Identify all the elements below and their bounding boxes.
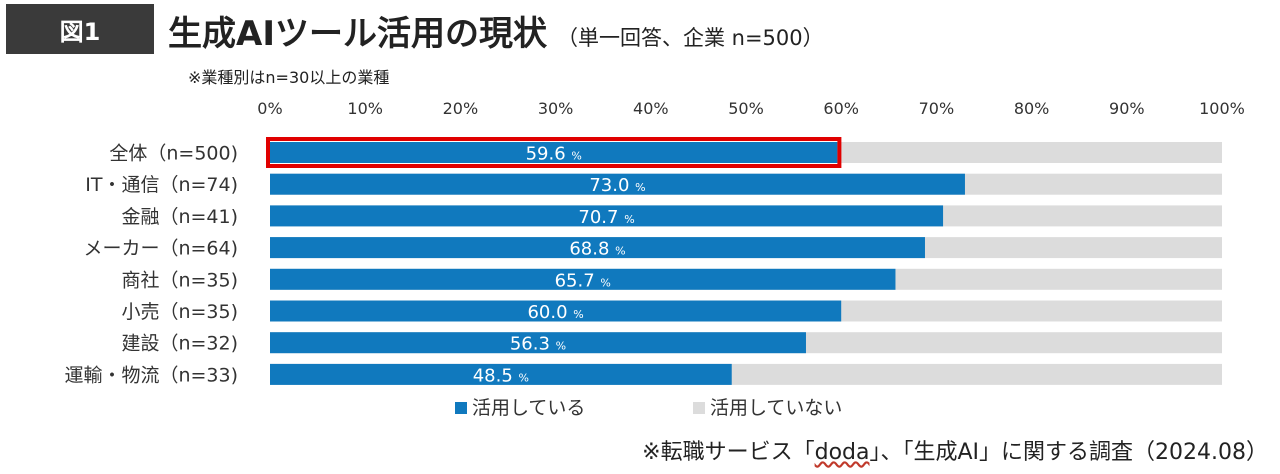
figure-label: 図1 [6, 4, 154, 54]
source-service: doda [814, 440, 870, 465]
x-tick-label: 40% [633, 99, 669, 118]
bar-used [270, 142, 838, 163]
x-tick-label: 90% [1109, 99, 1145, 118]
chart-subtitle: （単一回答、企業 n=500） [556, 26, 824, 50]
x-tick-label: 100% [1199, 99, 1245, 118]
data-label: 65.7 % [555, 270, 611, 291]
category-label: 全体（n=500) [109, 143, 238, 165]
source-note: ※転職サービス「doda」、「生成AI」に関する調査（2024.08） [642, 434, 1268, 466]
legend-swatch-used [455, 402, 467, 414]
x-tick-label: 80% [1014, 99, 1050, 118]
industry-note: ※業種別はn=30以上の業種 [188, 68, 390, 87]
x-tick-label: 50% [728, 99, 764, 118]
category-label: 金融（n=41) [121, 206, 238, 228]
bar-used [270, 332, 806, 354]
legend-label-not-used: 活用していない [710, 397, 842, 419]
bar-used [270, 300, 842, 322]
category-label: IT・通信（n=74) [85, 174, 238, 196]
bar-used [270, 363, 732, 385]
category-label: 商社（n=35) [121, 269, 238, 291]
source-suffix: 」、「生成AI」に関する調査（2024.08） [869, 440, 1268, 465]
x-tick-label: 30% [538, 99, 574, 118]
legend-label-used: 活用している [472, 397, 585, 419]
data-label: 60.0 % [527, 302, 583, 323]
category-label: 建設（n=32) [121, 333, 238, 355]
category-label: 運輸・物流（n=33) [64, 364, 238, 386]
x-tick-label: 10% [347, 99, 383, 118]
category-label: メーカー（n=64) [83, 238, 238, 260]
data-label: 48.5 % [473, 365, 529, 386]
data-label: 59.6 % [526, 144, 582, 165]
source-prefix: ※転職サービス「 [642, 440, 815, 465]
bar-used [270, 237, 925, 259]
category-label: 小売（n=35) [121, 301, 238, 323]
legend-swatch-not-used [693, 402, 705, 414]
bar-used [270, 205, 944, 227]
title-row: 生成AIツール活用の現状 （単一回答、企業 n=500） [168, 6, 824, 56]
x-tick-label: 70% [919, 99, 955, 118]
data-label: 70.7 % [578, 207, 634, 228]
highlight-box [266, 137, 842, 168]
x-tick-label: 20% [443, 99, 479, 118]
data-label: 68.8 % [569, 239, 625, 260]
bar-used [270, 268, 896, 290]
x-tick-label: 60% [823, 99, 859, 118]
chart-title: 生成AIツール活用の現状 [168, 14, 547, 54]
data-label: 73.0 % [589, 175, 645, 196]
data-label: 56.3 % [510, 334, 566, 355]
x-tick-label: 0% [257, 99, 282, 118]
bar-used [270, 173, 965, 195]
